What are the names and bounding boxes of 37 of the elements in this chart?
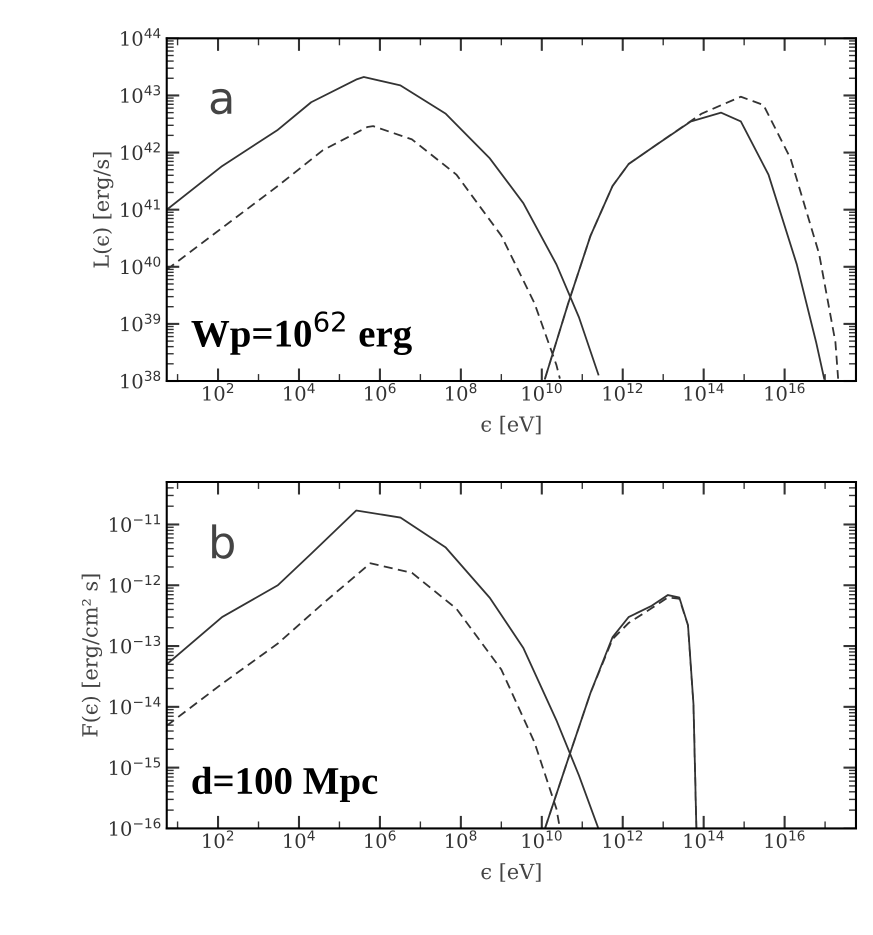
y-tick-label: 10$^{−14}$ [110, 696, 161, 714]
x-axis-title: ϵ [eV] [481, 863, 541, 882]
y-tick-label: 10$^{−16}$ [110, 818, 160, 836]
y-tick-label: 10$^{41}$ [121, 200, 160, 218]
x-tick-label: 10$^{12}$ [604, 382, 642, 401]
annotation: a [210, 88, 232, 114]
y-tick-label: 10$^{44}$ [121, 28, 160, 46]
x-tick-label: 10$^{10}$ [522, 382, 562, 401]
x-tick-label: 10$^{14}$ [684, 830, 724, 848]
x-tick-label: 10$^{6}$ [365, 382, 396, 401]
y-tick-label: 10$^{−11}$ [110, 514, 160, 532]
y-tick-label: 10$^{−12}$ [110, 574, 160, 593]
y-tick-label: 10$^{40}$ [121, 256, 160, 274]
y-axis-title: L(ϵ) [erg/s] [92, 152, 114, 268]
y-tick-label: 10$^{−13}$ [110, 636, 160, 654]
annotation: Wp=10$^{62}$ erg [191, 311, 412, 356]
y-axis-title: F(ϵ) [erg/cm² s] [82, 574, 102, 737]
x-tick-label: 10$^{10}$ [522, 830, 562, 848]
x-tick-label: 10$^{12}$ [604, 830, 642, 848]
x-tick-label: 10$^{14}$ [684, 383, 724, 401]
y-tick-label: 10$^{−15}$ [110, 758, 160, 776]
annotation: b [212, 524, 234, 559]
x-tick-label: 10$^{4}$ [284, 830, 315, 848]
x-tick-label: 10$^{16}$ [766, 382, 805, 401]
x-tick-label: 10$^{2}$ [203, 382, 234, 401]
x-tick-label: 10$^{8}$ [446, 382, 476, 401]
x-tick-label: 10$^{16}$ [766, 830, 805, 848]
annotation: d=100 Mpc [192, 766, 378, 802]
x-tick-label: 10$^{4}$ [284, 383, 315, 401]
x-tick-label: 10$^{2}$ [203, 830, 234, 848]
x-tick-label: 10$^{6}$ [365, 830, 396, 848]
x-tick-label: 10$^{8}$ [446, 830, 476, 848]
x-axis-title: ϵ [eV] [481, 416, 541, 434]
y-tick-label: 10$^{39}$ [121, 314, 160, 332]
y-tick-label: 10$^{38}$ [121, 370, 160, 389]
y-tick-label: 10$^{43}$ [121, 85, 160, 103]
y-tick-label: 10$^{42}$ [121, 142, 160, 160]
